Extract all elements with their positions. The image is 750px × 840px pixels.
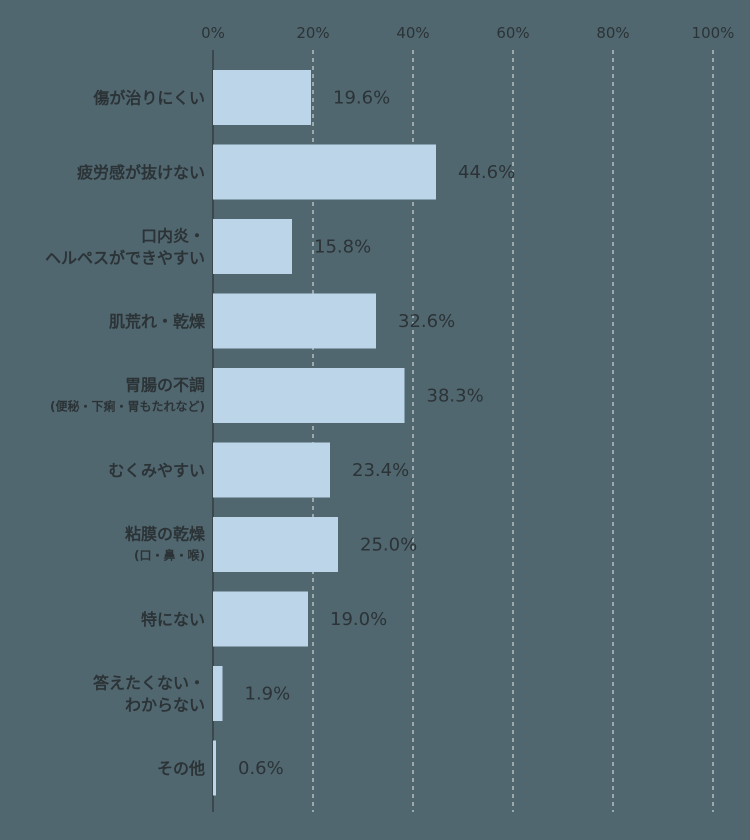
x-tick-label: 80% (596, 24, 629, 42)
bar (213, 442, 330, 498)
x-tick-label: 60% (496, 24, 529, 42)
data-label: 0.6% (238, 758, 284, 779)
bar (213, 740, 216, 796)
category-label: 口内炎・ (141, 227, 205, 246)
bar (213, 368, 405, 423)
label-layer: 19.6% 傷が治りにくい 44.6% 疲労感が抜けない 15.8% 口内炎・ヘルペスがで… (45, 88, 515, 780)
category-label: わからない (125, 696, 205, 715)
category-label: 疲労感が抜けない (77, 163, 205, 182)
category-label: 肌荒れ・乾燥 (109, 312, 206, 331)
category-label: 答えたくない・ (93, 674, 205, 693)
data-label: 32.6% (398, 311, 455, 332)
category-label: 特にない (141, 610, 205, 629)
bar (213, 666, 223, 721)
data-label: 19.6% (333, 88, 390, 109)
bar (213, 517, 338, 572)
category-label: 粘膜の乾燥 (125, 525, 206, 544)
category-sublabel: (便秘・下痢・胃もたれなど) (50, 399, 205, 414)
category-label: ヘルペスができやすい (45, 249, 205, 268)
category-sublabel: (口・鼻・喉) (134, 548, 205, 563)
bar (213, 293, 376, 349)
x-tick-label: 0% (201, 24, 225, 42)
data-label: 23.4% (352, 460, 409, 481)
data-label: 44.6% (458, 162, 515, 183)
bar (213, 70, 311, 125)
category-label: 胃腸の不調 (125, 376, 205, 395)
data-label: 25.0% (360, 535, 417, 556)
data-label: 38.3% (427, 386, 484, 407)
grid-layer (312, 50, 714, 812)
category-label: その他 (157, 759, 205, 778)
data-label: 19.0% (330, 609, 387, 630)
bar-layer (213, 70, 436, 796)
x-tick-label: 100% (692, 24, 735, 42)
x-tick-label: 20% (296, 24, 329, 42)
category-label: 傷が治りにくい (92, 89, 205, 108)
bar (213, 591, 308, 647)
data-label: 15.8% (314, 237, 371, 258)
bar (213, 144, 436, 200)
x-tick-label: 40% (396, 24, 429, 42)
bar (213, 219, 292, 274)
data-label: 1.9% (245, 684, 291, 705)
category-label: むくみやすい (108, 461, 205, 480)
